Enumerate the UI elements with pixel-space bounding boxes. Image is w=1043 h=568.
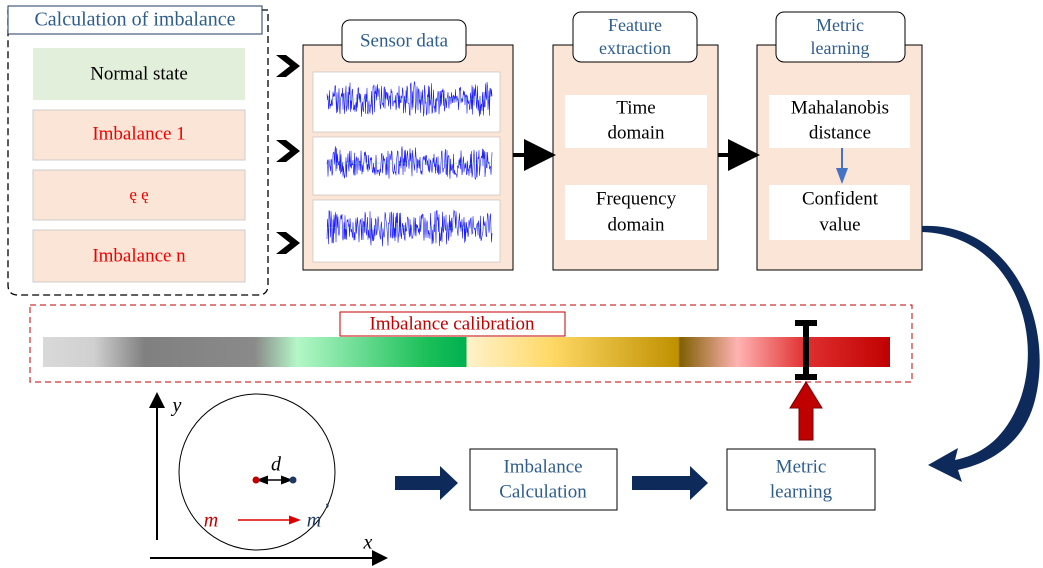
flow-arrow (632, 466, 708, 500)
up-arrow (790, 382, 822, 440)
state-label: Imbalance 1 (92, 123, 185, 144)
mass-dot (290, 477, 297, 484)
flow-label: Calculation (499, 481, 587, 502)
distance-label: d (271, 454, 282, 476)
axis-label: y (171, 395, 182, 417)
state-label: Imbalance n (92, 245, 186, 266)
feature-label: Frequency (596, 188, 677, 209)
state-label: ę ę (129, 185, 148, 204)
diagram: Calculation of imbalance Normal state Im… (0, 0, 1043, 568)
feature-label: domain (608, 122, 665, 143)
gradient-bar (43, 337, 890, 367)
mass-label: m (307, 510, 321, 532)
metric-label: value (819, 214, 860, 235)
feature-label: domain (608, 214, 665, 235)
curved-arrow (922, 226, 1040, 482)
axis-label: x (363, 532, 373, 554)
mass-label: m (204, 510, 218, 532)
state-label: Normal state (90, 63, 188, 84)
chevron (276, 55, 300, 77)
prime: ’ (323, 500, 330, 522)
header-label: Metric (816, 15, 864, 35)
flow-label: Imbalance (503, 456, 582, 477)
metric-label: Mahalanobis (791, 97, 889, 118)
feature-label: Time (616, 97, 655, 118)
panel-title: Calculation of imbalance (34, 9, 235, 31)
layout: Calculation of imbalance Normal state Im… (8, 6, 1040, 558)
calibration-title: Imbalance calibration (369, 313, 535, 334)
chevron (276, 232, 300, 254)
header-label: extraction (599, 38, 671, 58)
mass-dot (253, 477, 260, 484)
flow-label: Metric (776, 456, 827, 477)
header-label: Feature (608, 15, 662, 35)
header-label: learning (811, 38, 870, 58)
flow-arrow (395, 466, 458, 500)
sensor-plots (313, 72, 500, 262)
header-label: Sensor data (360, 30, 449, 51)
metric-label: Confident (802, 188, 879, 209)
chevron (276, 140, 300, 162)
metric-label: distance (809, 122, 871, 143)
flow-label: learning (770, 481, 833, 502)
